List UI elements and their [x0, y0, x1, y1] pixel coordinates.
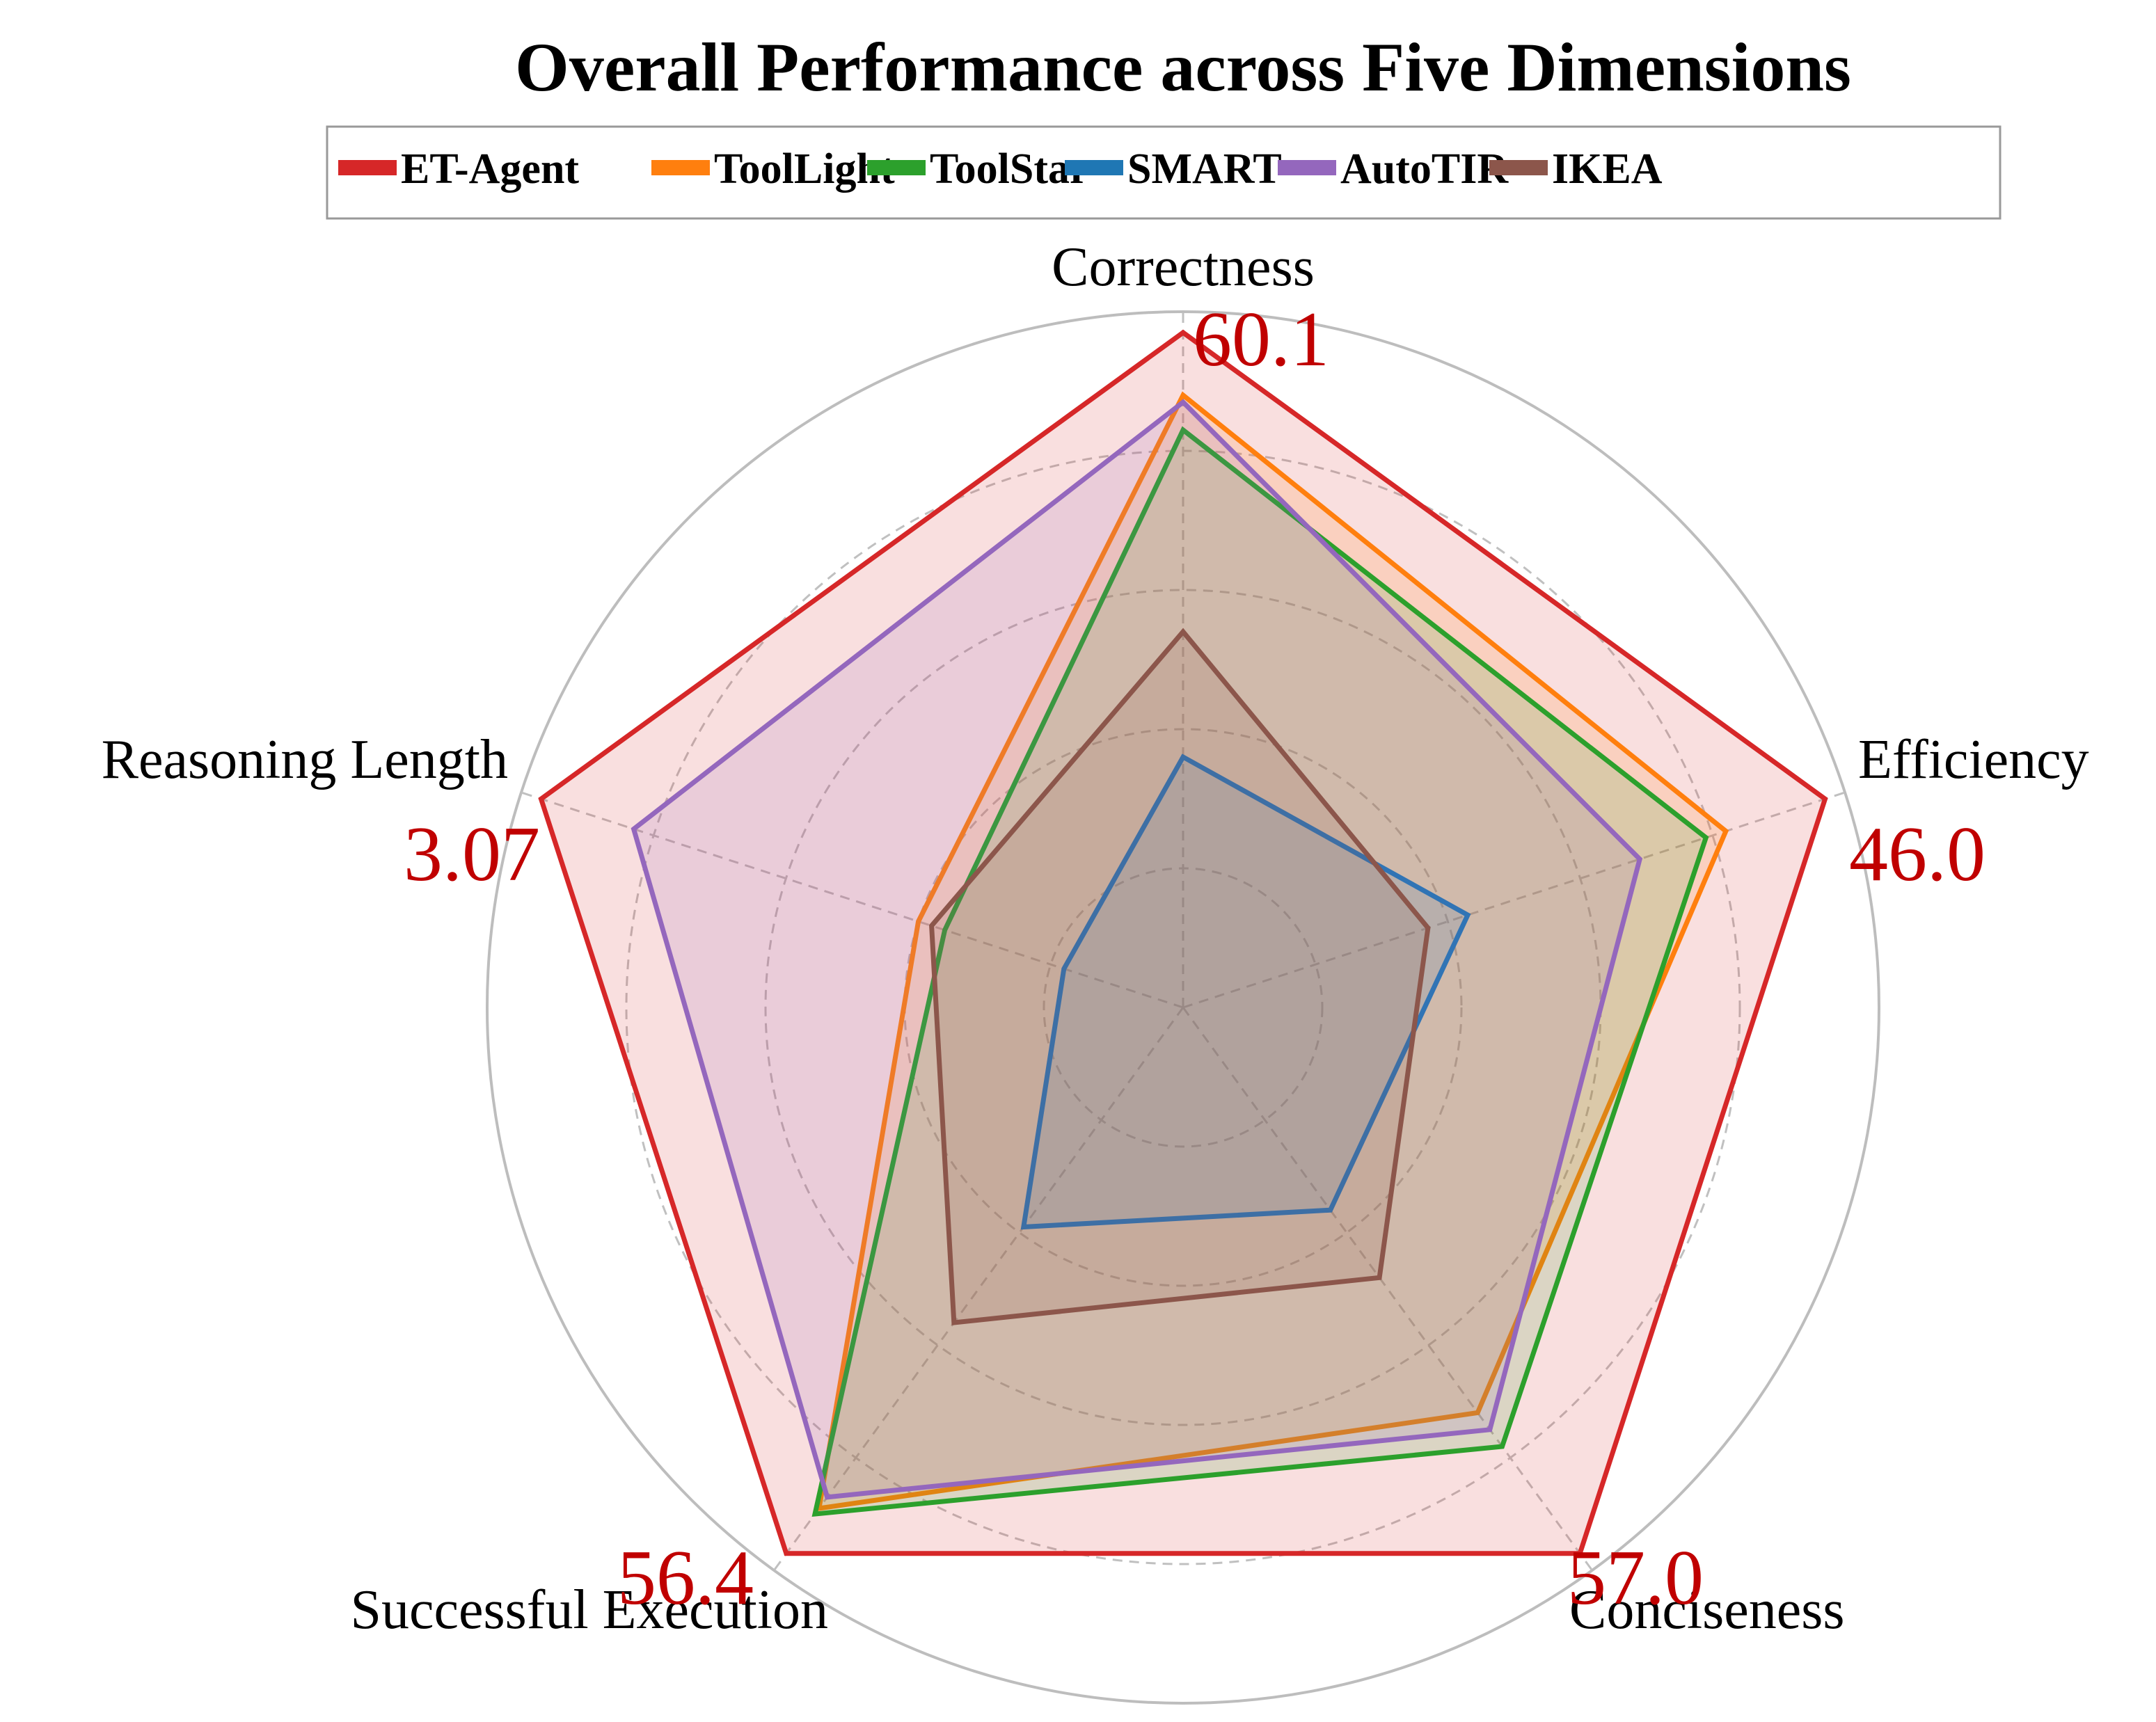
legend-box — [326, 125, 2002, 220]
legend: ET-Agent ToolLight ToolStar SMART AutoTIR IKE… — [338, 145, 1663, 193]
axis-label-efficiency: Efficiency — [1858, 729, 2089, 790]
legend-swatch — [338, 160, 397, 175]
series-line — [816, 391, 1729, 1512]
axis-value-successful-execution: 56.4 — [617, 1535, 754, 1621]
axis-label-correctness: Correctness — [1052, 237, 1315, 298]
legend-swatch — [867, 160, 926, 175]
series-ikea — [929, 628, 1431, 1325]
series-line — [1020, 754, 1471, 1230]
legend-label: ET-Agent — [401, 145, 579, 193]
series-line — [929, 628, 1431, 1325]
legend-item-autotir: AutoTIR — [1278, 145, 1509, 193]
axis-value-conciseness: 57.0 — [1567, 1535, 1704, 1621]
radar-grid — [486, 310, 1880, 1705]
legend-item-toolstar: ToolStar — [867, 145, 1089, 193]
axis-label-successful-execution: Successful Execution — [351, 1579, 828, 1641]
legend-item-ikea: IKEA — [1489, 145, 1663, 193]
legend-label: AutoTIR — [1340, 145, 1509, 193]
legend-swatch — [1065, 160, 1123, 175]
legend-swatch — [1278, 160, 1336, 175]
axis-label-conciseness: Conciseness — [1569, 1579, 1845, 1641]
grid-ring — [486, 310, 1880, 1705]
legend-item-toollight: ToolLight — [651, 145, 895, 193]
axis-value-reasoning-length: 3.07 — [404, 811, 540, 898]
chart-title: Overall Performance across Five Dimensio… — [515, 29, 1851, 106]
series-fill — [931, 632, 1428, 1323]
series-line — [631, 399, 1643, 1500]
legend-label: ToolStar — [930, 145, 1089, 193]
legend-label: IKEA — [1552, 145, 1663, 193]
legend-swatch — [1489, 160, 1548, 175]
axis-value-efficiency: 46.0 — [1849, 811, 1985, 898]
axis-value-correctness: 60.1 — [1193, 296, 1329, 383]
axis-label-reasoning-length: Reasoning Length — [102, 729, 508, 790]
series-line — [538, 329, 1828, 1556]
legend-swatch — [651, 160, 710, 175]
series-fill — [1023, 757, 1468, 1227]
axis-labels: Correctness Efficiency Conciseness Successf… — [102, 237, 2089, 1641]
legend-label: ToolLight — [714, 145, 895, 193]
series-layer — [538, 329, 1828, 1556]
legend-item-et-agent: ET-Agent — [338, 145, 579, 193]
series-smart — [1020, 754, 1471, 1230]
legend-label: SMART — [1127, 145, 1282, 193]
legend-item-smart: SMART — [1065, 145, 1282, 193]
series-line — [811, 426, 1709, 1517]
